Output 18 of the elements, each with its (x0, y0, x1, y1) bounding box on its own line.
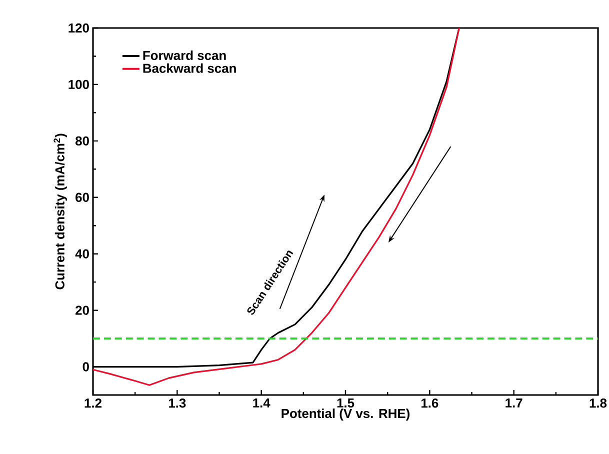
y-tick-label: 100 (68, 80, 89, 90)
x-tick-label: 1.3 (168, 398, 186, 408)
x-tick-label: 1.2 (84, 398, 102, 408)
legend-label: Forward scan (143, 50, 226, 60)
y-tick-label: 0 (82, 362, 89, 372)
y-tick-label: 60 (76, 192, 89, 202)
x-tick-label: 1.4 (253, 398, 270, 408)
x-tick-label: 1.7 (506, 398, 522, 408)
y-tick-label: 20 (76, 306, 89, 315)
legend-label: Backward scan (143, 63, 236, 73)
y-tick-label: 80 (75, 136, 89, 146)
y-tick-label: 40 (75, 249, 89, 258)
y-axis-title: Current density (mA/cm$^{2}$) (54, 134, 68, 290)
x-tick-label: 1.6 (421, 398, 438, 408)
x-tick-label: 1.8 (590, 398, 607, 408)
x-tick-label: 1.5 (337, 398, 354, 408)
x-axis-title: Potential (V vs. RHE) (282, 408, 410, 421)
y-tick-label: 120 (68, 23, 89, 33)
